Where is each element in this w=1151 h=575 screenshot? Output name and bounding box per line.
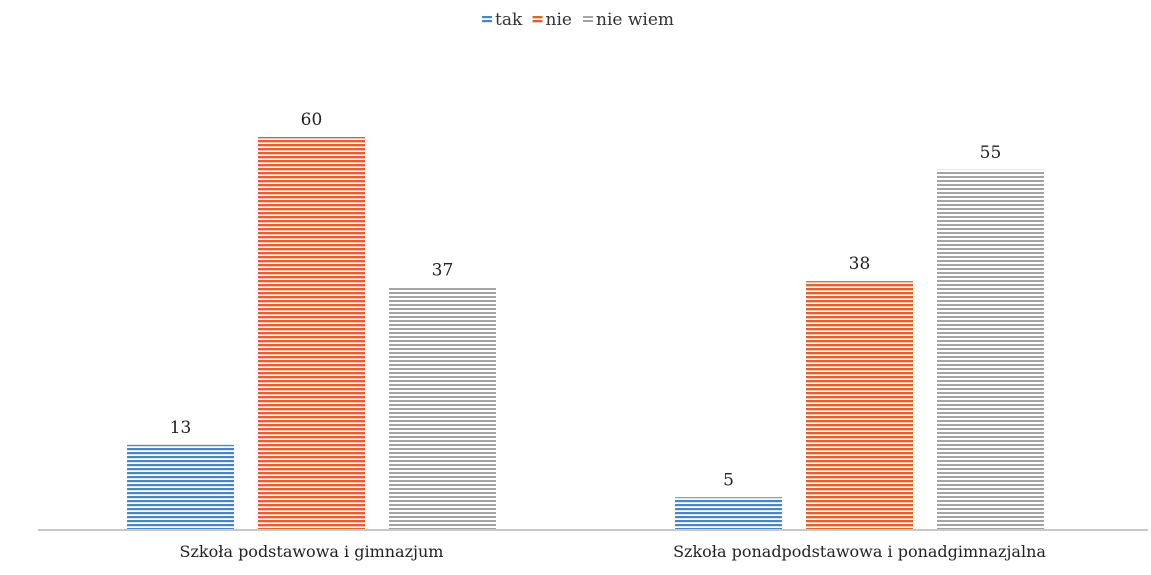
bar-tak-1 xyxy=(675,497,782,530)
legend-swatch-tak xyxy=(482,16,492,24)
legend-swatch-nie-wiem xyxy=(583,16,593,24)
legend-swatch-nie xyxy=(532,16,543,24)
category-label-0: Szkoła podstawowa i gimnazjum xyxy=(180,542,444,561)
data-label-nie-wiem-1: 55 xyxy=(980,143,1002,163)
bar-nie-wiem-1 xyxy=(937,169,1044,530)
bar-nie-wiem-0 xyxy=(389,287,496,530)
legend-label-nie: nie xyxy=(546,10,572,30)
data-label-tak-0: 13 xyxy=(170,418,192,438)
bar-nie-1 xyxy=(806,281,913,530)
legend-label-tak: tak xyxy=(495,10,523,30)
value-labels: 13 60 37 5 38 55 xyxy=(170,110,1002,490)
data-label-nie-1: 38 xyxy=(849,254,871,274)
category-label-1: Szkoła ponadpodstawowa i ponadgimnazjaln… xyxy=(673,542,1046,561)
bar-tak-0 xyxy=(127,444,234,530)
bars xyxy=(127,137,1044,530)
data-label-nie-wiem-0: 37 xyxy=(432,261,454,281)
category-labels: Szkoła podstawowa i gimnazjum Szkoła pona… xyxy=(180,542,1047,561)
bar-nie-0 xyxy=(258,137,365,530)
legend: tak nie nie wiem xyxy=(482,10,674,30)
legend-label-nie-wiem: nie wiem xyxy=(596,10,674,30)
data-label-nie-0: 60 xyxy=(301,110,323,130)
data-label-tak-1: 5 xyxy=(723,470,734,490)
